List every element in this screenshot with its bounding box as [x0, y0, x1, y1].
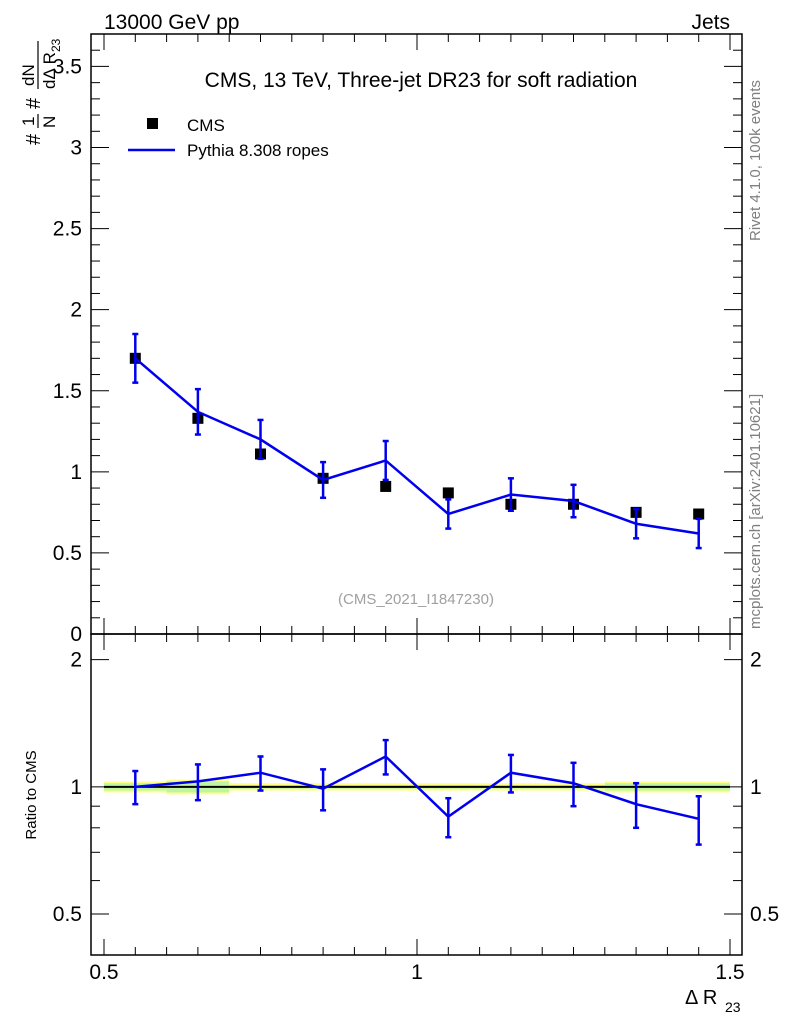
ratio-y-tick-label-right: 1 [750, 776, 762, 799]
xlabel-main: Δ R [685, 987, 717, 1009]
x-tick-label: 0.5 [89, 961, 118, 984]
ratio-pythia-line [135, 754, 699, 821]
ylabel-denominator-n: N [40, 116, 59, 128]
header-left: 13000 GeV pp [104, 11, 239, 34]
x-tick-label: 1.5 [715, 961, 744, 984]
x-tick-label: 1 [411, 961, 423, 984]
y-tick-label: 1 [70, 461, 82, 484]
ratio-y-tick-label-right: 2 [750, 649, 762, 672]
data-marks [104, 332, 730, 846]
ylabel-numerator-1: 1 [19, 117, 38, 126]
tick-marks: 0.5 1 1.5 0 0.5 1 1.5 2 2.5 3 3.5 0.5 0.5 1 1 2 2 [53, 33, 779, 984]
ratio-plot-frame [90, 633, 743, 956]
main-y-axis-label: # 1 N # dN dΔ R 23 [19, 38, 63, 145]
ylabel-numerator-dn: dN [19, 64, 38, 86]
y-tick-label: 2 [70, 299, 82, 322]
header-right: Jets [691, 11, 730, 34]
xlabel-sub: 23 [725, 999, 741, 1015]
cms-data-point [380, 480, 392, 492]
y-tick-label: 0 [70, 623, 82, 646]
ratio-y-tick-label: 2 [70, 649, 82, 672]
y-tick-label: 0.5 [53, 542, 82, 565]
ylabel-hash-2: # [23, 97, 45, 109]
legend-marker-cms [147, 118, 158, 129]
analysis-watermark: (CMS_2021_I1847230) [338, 591, 494, 608]
y-tick-label: 2.5 [53, 218, 82, 241]
ylabel-denominator-sub: 23 [49, 38, 63, 52]
cms-data-point [442, 487, 454, 499]
legend-label-pythia: Pythia 8.308 ropes [187, 141, 329, 160]
y-tick-label: 3 [70, 137, 82, 160]
y-tick-label: 3.5 [53, 55, 82, 78]
rivet-label: Rivet 4.1.0, 100k events [747, 80, 764, 241]
cms-data-point [693, 508, 705, 520]
ratio-y-axis-label: Ratio to CMS [23, 750, 40, 839]
y-tick-label: 1.5 [53, 380, 82, 403]
x-axis-label: Δ R 23 [685, 987, 741, 1015]
chart-title: CMS, 13 TeV, Three-jet DR23 for soft rad… [205, 69, 638, 92]
ylabel-hash-1: # [23, 133, 45, 145]
ratio-y-tick-label: 1 [70, 776, 82, 799]
pythia-line [134, 357, 699, 535]
legend-label-cms: CMS [187, 116, 225, 135]
ratio-y-tick-label-right: 0.5 [750, 903, 779, 926]
ratio-y-tick-label: 0.5 [53, 903, 82, 926]
mcplots-label: mcplots.cern.ch [arXiv:2401.10621] [747, 394, 764, 629]
ylabel-denominator-dr: dΔ R [40, 52, 59, 89]
